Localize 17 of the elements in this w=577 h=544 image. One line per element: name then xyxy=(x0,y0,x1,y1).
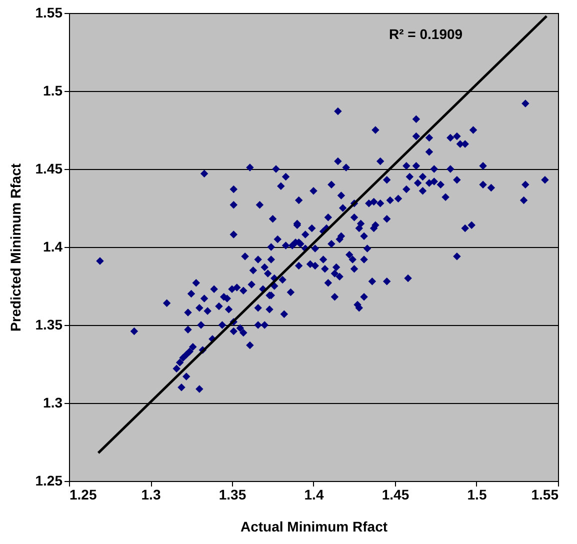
x-tick-label: 1.4 xyxy=(304,486,324,502)
y-tick-label: 1.55 xyxy=(35,4,63,20)
annotation: R² = 0.1909 xyxy=(389,26,463,42)
x-tick-label: 1.25 xyxy=(70,486,97,502)
y-tick-label: 1.3 xyxy=(43,394,63,410)
x-tick-label: 1.5 xyxy=(467,486,487,502)
y-tick-label: 1.5 xyxy=(43,82,63,98)
y-tick-label: 1.35 xyxy=(35,316,63,332)
x-tick-label: 1.3 xyxy=(141,486,161,502)
x-axis-title: Actual Minimum Rfact xyxy=(240,518,388,534)
x-tick-label: 1.35 xyxy=(218,486,246,502)
x-tick-label: 1.45 xyxy=(382,486,410,502)
x-tick-label: 1.55 xyxy=(531,486,559,502)
y-tick-label: 1.25 xyxy=(35,472,63,488)
y-axis-title: Predicted Minimum Rfact xyxy=(7,163,24,332)
y-tick-label: 1.45 xyxy=(35,160,63,176)
y-tick-label: 1.4 xyxy=(43,238,63,254)
